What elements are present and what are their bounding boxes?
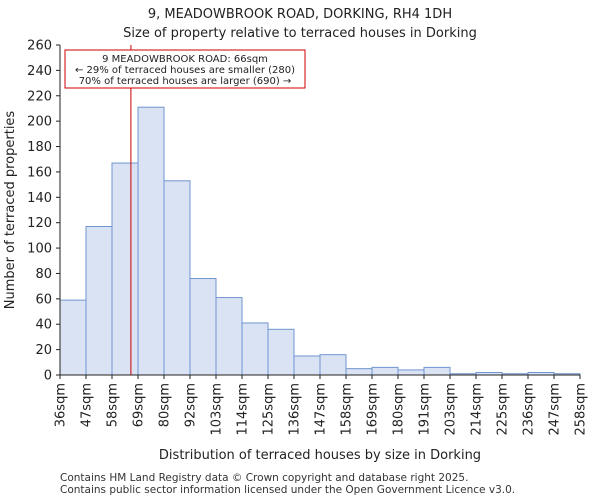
y-tick-label: 240: [27, 64, 52, 79]
x-tick-label: 236sqm: [522, 383, 537, 436]
x-tick-label: 247sqm: [548, 383, 563, 436]
annotation-line-1: 9 MEADOWBROOK ROAD: 66sqm: [102, 54, 268, 65]
x-tick-label: 169sqm: [366, 383, 381, 436]
x-tick-label: 103sqm: [210, 383, 225, 436]
x-tick-label: 136sqm: [288, 383, 303, 436]
y-tick-label: 160: [27, 165, 52, 180]
histogram-bar: [59, 299, 87, 376]
annotation-line-2: ← 29% of terraced houses are smaller (28…: [75, 65, 295, 76]
histogram-bar: [293, 355, 321, 376]
x-tick-label: 203sqm: [444, 383, 459, 436]
x-tick-label: 158sqm: [340, 383, 355, 436]
x-tick-label: 47sqm: [80, 383, 95, 427]
histogram-bar: [163, 180, 191, 376]
histogram-bar: [111, 162, 139, 376]
y-tick-label: 40: [35, 318, 52, 333]
x-axis-label: Distribution of terraced houses by size …: [159, 448, 481, 463]
histogram-bar: [371, 366, 399, 376]
y-tick-label: 140: [27, 191, 52, 206]
chart-title: 9, MEADOWBROOK ROAD, DORKING, RH4 1DH: [147, 7, 453, 22]
y-tick-label: 60: [35, 292, 52, 307]
x-tick-label: 125sqm: [262, 383, 277, 436]
y-axis-label: Number of terraced properties: [3, 111, 18, 310]
x-tick-label: 69sqm: [132, 383, 147, 427]
x-tick-label: 80sqm: [158, 383, 173, 427]
footer-line-2: Contains public sector information licen…: [60, 484, 516, 496]
x-tick-label: 258sqm: [574, 383, 589, 436]
x-tick-label: 114sqm: [236, 383, 251, 436]
y-tick-label: 0: [44, 369, 52, 384]
y-tick-label: 200: [27, 115, 52, 130]
x-tick-label: 214sqm: [470, 383, 485, 436]
x-tick-label: 191sqm: [418, 383, 433, 436]
x-tick-label: 92sqm: [184, 383, 199, 427]
annotation-box: [64, 49, 306, 89]
y-tick-label: 80: [35, 267, 52, 282]
histogram-bar: [345, 368, 373, 376]
y-tick-label: 220: [27, 89, 52, 104]
footer-line-1: Contains HM Land Registry data © Crown c…: [60, 472, 469, 484]
y-tick-label: 180: [27, 140, 52, 155]
y-tick-label: 100: [27, 242, 52, 257]
histogram-bar: [215, 297, 243, 376]
x-tick-label: 36sqm: [54, 383, 69, 427]
x-tick-label: 180sqm: [392, 383, 407, 436]
y-tick-label: 20: [35, 343, 52, 358]
x-tick-label: 225sqm: [496, 383, 511, 436]
chart-subtitle: Size of property relative to terraced ho…: [123, 26, 477, 41]
histogram-bar: [397, 369, 425, 376]
y-tick-label: 260: [27, 39, 52, 54]
histogram-bar: [423, 366, 451, 376]
histogram-bar: [85, 226, 113, 376]
annotation-line-3: 70% of terraced houses are larger (690) …: [79, 76, 292, 87]
x-tick-label: 58sqm: [106, 383, 121, 427]
histogram-bar: [137, 106, 165, 376]
histogram-bar: [189, 278, 217, 376]
histogram-bar: [241, 322, 269, 376]
y-tick-label: 120: [27, 216, 52, 231]
histogram-bar: [267, 328, 295, 376]
x-tick-label: 147sqm: [314, 383, 329, 436]
histogram-bar: [319, 354, 347, 376]
